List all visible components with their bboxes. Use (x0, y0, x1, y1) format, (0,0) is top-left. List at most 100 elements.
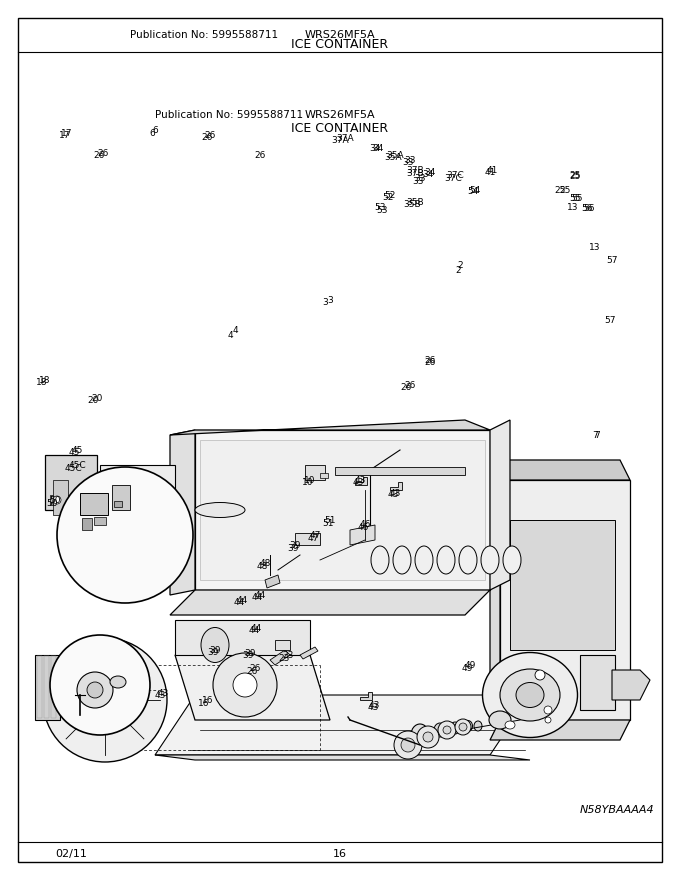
Text: 55: 55 (571, 194, 583, 202)
Text: 26: 26 (401, 383, 411, 392)
Polygon shape (200, 440, 485, 580)
Circle shape (401, 738, 415, 752)
Polygon shape (170, 430, 195, 595)
Bar (320, 473, 328, 478)
Polygon shape (100, 465, 175, 540)
Text: 43: 43 (354, 475, 366, 485)
Bar (53, 480, 68, 515)
Ellipse shape (483, 652, 577, 737)
Bar (114, 501, 122, 507)
Circle shape (83, 678, 127, 722)
Bar (44, 656, 49, 718)
Ellipse shape (437, 546, 455, 574)
Polygon shape (175, 655, 330, 720)
Polygon shape (195, 430, 490, 590)
Text: 56: 56 (581, 203, 593, 212)
Ellipse shape (503, 546, 521, 574)
Bar (82, 518, 92, 530)
Text: 6: 6 (152, 126, 158, 135)
Text: 37A: 37A (336, 134, 354, 143)
Text: 39: 39 (209, 646, 221, 655)
Text: 56: 56 (583, 203, 595, 212)
Bar (275, 640, 290, 650)
Text: 25: 25 (554, 186, 566, 194)
Text: 44: 44 (237, 596, 248, 605)
Text: 17: 17 (61, 128, 73, 137)
Polygon shape (500, 480, 630, 720)
Bar (580, 655, 615, 710)
Text: 33: 33 (403, 158, 413, 166)
Circle shape (43, 638, 167, 762)
Text: 18: 18 (39, 376, 51, 385)
Polygon shape (612, 670, 650, 700)
Circle shape (233, 673, 257, 697)
Circle shape (97, 692, 113, 708)
Ellipse shape (371, 546, 389, 574)
Ellipse shape (201, 627, 229, 663)
Polygon shape (360, 692, 372, 700)
Text: Publication No: 5995588711: Publication No: 5995588711 (155, 110, 303, 120)
Text: 3: 3 (327, 296, 333, 304)
Text: 26: 26 (201, 133, 213, 142)
Text: 53: 53 (374, 202, 386, 211)
Polygon shape (170, 590, 490, 615)
Text: 26: 26 (424, 357, 436, 366)
Polygon shape (490, 420, 510, 590)
Text: 47: 47 (309, 531, 321, 539)
Circle shape (57, 467, 193, 603)
Text: 53: 53 (376, 206, 388, 215)
Circle shape (438, 721, 456, 739)
Circle shape (417, 726, 439, 748)
Bar (510, 520, 615, 650)
Text: 17: 17 (59, 130, 71, 140)
Text: 35B: 35B (406, 197, 424, 207)
Ellipse shape (450, 722, 460, 734)
Text: 39: 39 (244, 649, 256, 657)
Circle shape (459, 723, 467, 731)
Bar (80, 493, 108, 515)
Circle shape (53, 496, 61, 504)
Bar (94, 517, 106, 525)
Text: 45C: 45C (64, 464, 82, 473)
Ellipse shape (489, 711, 511, 729)
Text: 51: 51 (324, 516, 336, 524)
Ellipse shape (500, 669, 560, 721)
Text: 10: 10 (304, 475, 316, 485)
Ellipse shape (459, 546, 477, 574)
Text: 39: 39 (289, 540, 301, 549)
Text: 26: 26 (405, 380, 415, 390)
Text: ICE CONTAINER: ICE CONTAINER (292, 38, 388, 50)
Text: 02/11: 02/11 (55, 849, 87, 859)
Text: 46: 46 (357, 523, 369, 532)
Bar (295, 533, 320, 545)
Text: 16: 16 (333, 849, 347, 859)
Bar (35, 655, 60, 720)
Circle shape (87, 682, 103, 698)
Text: 4: 4 (232, 326, 238, 334)
Text: 43: 43 (369, 700, 379, 709)
Text: 57: 57 (607, 255, 617, 265)
Text: 33: 33 (414, 173, 426, 182)
Text: 7: 7 (594, 430, 600, 439)
Text: 34: 34 (424, 167, 436, 177)
Text: 18: 18 (36, 378, 48, 386)
Text: Publication No: 5995588711: Publication No: 5995588711 (130, 30, 278, 40)
Text: 50: 50 (49, 495, 61, 504)
Bar (112, 485, 130, 510)
Text: N58YBAAAA4: N58YBAAAA4 (580, 805, 655, 815)
Text: 26: 26 (254, 150, 266, 159)
Text: 7: 7 (592, 430, 598, 439)
Text: 34: 34 (369, 143, 381, 152)
Text: 25: 25 (569, 171, 581, 180)
Polygon shape (350, 525, 375, 545)
Text: 44: 44 (252, 592, 262, 602)
Ellipse shape (434, 723, 446, 737)
Text: 26: 26 (424, 356, 436, 364)
Text: 45D: 45D (123, 479, 141, 488)
Text: 37B: 37B (406, 165, 424, 174)
Text: 2: 2 (457, 260, 463, 269)
Circle shape (394, 731, 422, 759)
Text: 20: 20 (87, 395, 99, 405)
Text: 13: 13 (590, 243, 600, 252)
Text: 44: 44 (254, 590, 266, 599)
